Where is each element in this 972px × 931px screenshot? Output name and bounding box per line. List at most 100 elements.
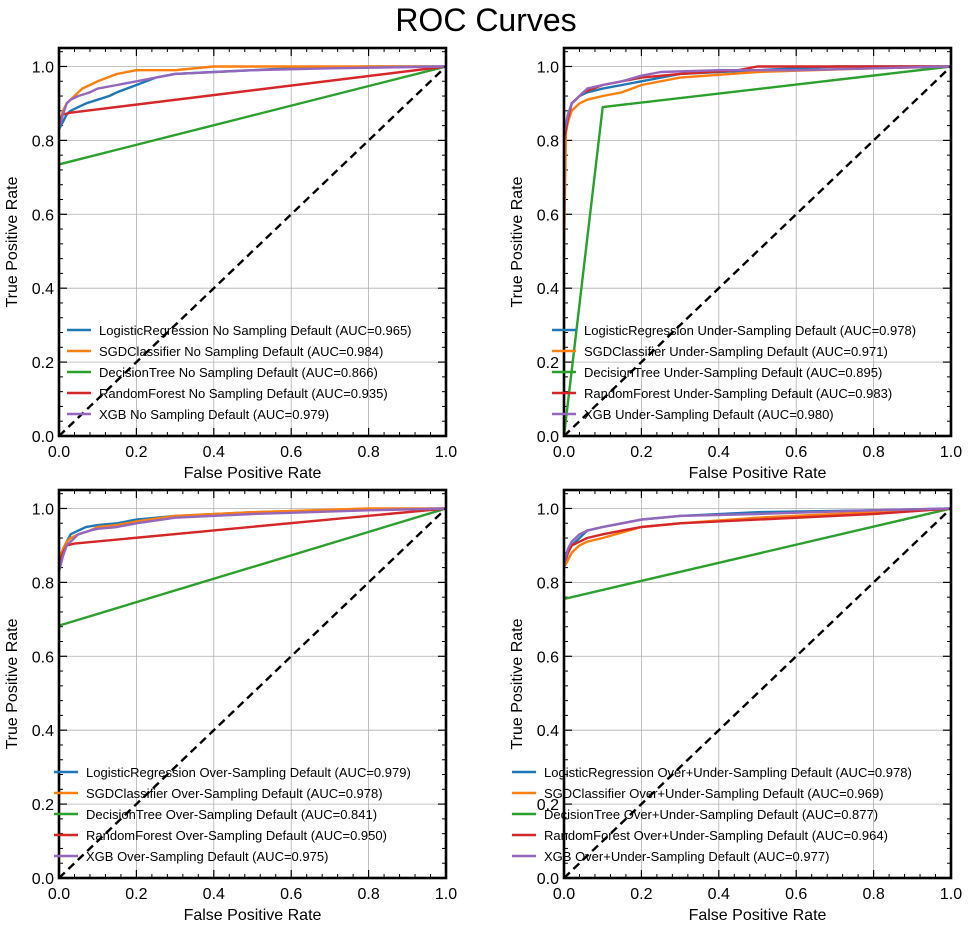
figure-title: ROC Curves: [395, 2, 577, 38]
roc-curve-line: [59, 507, 446, 565]
roc-curve-line: [564, 507, 951, 565]
roc-curve-line: [564, 65, 951, 141]
y-tick-label: 0.6: [32, 649, 54, 666]
y-tick-label: 1.0: [32, 501, 54, 518]
x-tick-label: 0.4: [708, 444, 730, 461]
y-axis-label: True Positive Rate: [4, 618, 21, 749]
y-tick-label: 1.0: [537, 59, 559, 76]
y-tick-label: 1.0: [32, 59, 54, 76]
roc-curve-line: [564, 507, 951, 569]
subplot-no-sampling: 0.0 0.2 0.4 0.6 0.8 1.0 0.0 0.2 0.4 0.6 0.8 1.0 Fals…: [4, 46, 457, 482]
plot-frame: [57, 488, 448, 880]
legend-label: SGDClassifier Over+Under-Sampling Defaul…: [544, 786, 884, 801]
x-tick-label: 1.0: [940, 886, 962, 903]
y-tick-label: 0.8: [32, 133, 54, 150]
y-tick-label: 0.2: [32, 355, 54, 372]
roc-curve-line: [564, 65, 951, 141]
y-tick-label: 0.0: [32, 429, 54, 446]
chance-diagonal-line: [564, 65, 951, 436]
chance-diagonal-line: [564, 507, 951, 878]
legend-label: XGB No Sampling Default (AUC=0.979): [99, 407, 329, 422]
legend-label: LogisticRegression Over-Sampling Default…: [86, 765, 411, 780]
y-tick-label: 0.4: [32, 723, 54, 740]
y-tick-label: 0.6: [537, 649, 559, 666]
x-tick-label: 0.0: [553, 444, 575, 461]
y-tick-label: 0.2: [537, 797, 559, 814]
series-lines: [59, 65, 446, 436]
y-tick-label: 0.2: [32, 797, 54, 814]
chance-diagonal-line: [59, 65, 446, 436]
plot-frame: [562, 46, 953, 438]
x-tick-label: 1.0: [435, 886, 457, 903]
y-tick-label: 0.6: [32, 207, 54, 224]
x-axis-label: False Positive Rate: [689, 465, 827, 482]
x-axis-label: False Positive Rate: [184, 907, 322, 924]
y-tick-label: 0.6: [537, 207, 559, 224]
x-tick-label: 0.4: [203, 886, 225, 903]
legend-label: LogisticRegression Under-Sampling Defaul…: [584, 323, 916, 338]
x-axis-label: False Positive Rate: [184, 465, 322, 482]
legend: LogisticRegression No Sampling Default (…: [67, 323, 412, 422]
x-tick-label: 0.6: [280, 886, 302, 903]
y-tick-label: 0.0: [537, 429, 559, 446]
x-tick-label: 0.6: [785, 886, 807, 903]
y-axis-label: True Positive Rate: [509, 618, 526, 749]
roc-curve-line: [59, 65, 446, 126]
legend-label: DecisionTree Over-Sampling Default (AUC=…: [86, 807, 377, 822]
x-tick-label: 0.8: [357, 444, 379, 461]
legend-label: DecisionTree Over+Under-Sampling Default…: [544, 807, 878, 822]
y-tick-label: 0.8: [32, 575, 54, 592]
legend-label: RandomForest Under-Sampling Default (AUC…: [584, 386, 892, 401]
y-axis-label: True Positive Rate: [4, 176, 21, 307]
roc-curve-line: [564, 507, 951, 565]
y-tick-label: 0.4: [537, 281, 559, 298]
y-tick-label: 0.0: [537, 871, 559, 888]
legend-label: LogisticRegression Over+Under-Sampling D…: [544, 765, 912, 780]
plot-frame: [57, 46, 448, 438]
y-tick-label: 0.2: [537, 355, 559, 372]
plot-frame: [562, 488, 953, 880]
legend: LogisticRegression Under-Sampling Defaul…: [552, 323, 916, 422]
x-tick-label: 0.2: [125, 444, 147, 461]
legend-label: SGDClassifier Over-Sampling Default (AUC…: [86, 786, 383, 801]
legend-label: RandomForest No Sampling Default (AUC=0.…: [99, 386, 388, 401]
y-tick-label: 0.8: [537, 575, 559, 592]
legend-label: DecisionTree No Sampling Default (AUC=0.…: [99, 365, 378, 380]
roc-curve-line: [564, 507, 951, 601]
roc-curve-line: [564, 65, 951, 134]
x-tick-label: 0.6: [785, 444, 807, 461]
x-tick-label: 0.8: [862, 886, 884, 903]
x-tick-label: 0.2: [630, 444, 652, 461]
series-lines: [59, 507, 446, 878]
y-tick-label: 0.8: [537, 133, 559, 150]
roc-curve-line: [59, 507, 446, 565]
y-tick-label: 1.0: [537, 501, 559, 518]
legend: LogisticRegression Over+Under-Sampling D…: [512, 765, 912, 864]
x-tick-label: 0.2: [125, 886, 147, 903]
x-tick-label: 0.8: [357, 886, 379, 903]
roc-curve-line: [564, 65, 951, 436]
subplot-over-sampling: 0.0 0.2 0.4 0.6 0.8 1.0 0.0 0.2 0.4 0.6 0.8 1.0 Fals…: [4, 488, 457, 924]
x-tick-label: 0.4: [708, 886, 730, 903]
roc-curve-line: [59, 65, 446, 130]
x-axis-label: False Positive Rate: [689, 907, 827, 924]
x-tick-label: 1.0: [435, 444, 457, 461]
subplot-under-sampling: 0.0 0.2 0.4 0.6 0.8 1.0 0.0 0.2 0.4 0.6 0.8 1.0 Fals…: [509, 46, 962, 482]
x-tick-label: 0.4: [203, 444, 225, 461]
subplot-over-under-sampling: 0.0 0.2 0.4 0.6 0.8 1.0 0.0 0.2 0.4 0.6 0.8 1.0 Fals…: [509, 488, 962, 924]
x-tick-label: 0.0: [48, 886, 70, 903]
y-axis-label: True Positive Rate: [509, 176, 526, 307]
legend-label: XGB Over+Under-Sampling Default (AUC=0.9…: [544, 849, 829, 864]
legend-label: DecisionTree Under-Sampling Default (AUC…: [584, 365, 882, 380]
roc-curve-line: [564, 65, 951, 252]
y-tick-label: 0.0: [32, 871, 54, 888]
legend-label: SGDClassifier No Sampling Default (AUC=0…: [99, 344, 383, 359]
roc-curve-line: [59, 65, 446, 130]
x-tick-label: 0.0: [48, 444, 70, 461]
roc-curve-line: [59, 507, 446, 627]
legend-label: SGDClassifier Under-Sampling Default (AU…: [584, 344, 888, 359]
legend: LogisticRegression Over-Sampling Default…: [54, 765, 411, 864]
legend-label: XGB Under-Sampling Default (AUC=0.980): [584, 407, 834, 422]
legend-label: RandomForest Over-Sampling Default (AUC=…: [86, 828, 387, 843]
